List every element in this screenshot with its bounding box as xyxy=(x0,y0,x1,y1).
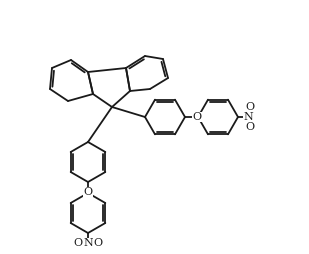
Text: N: N xyxy=(243,112,253,122)
Text: O: O xyxy=(74,238,83,248)
Text: O: O xyxy=(245,102,255,112)
Text: O: O xyxy=(245,122,255,132)
Text: O: O xyxy=(93,238,103,248)
Text: N: N xyxy=(83,238,93,248)
Text: O: O xyxy=(193,112,201,122)
Text: O: O xyxy=(83,187,93,197)
